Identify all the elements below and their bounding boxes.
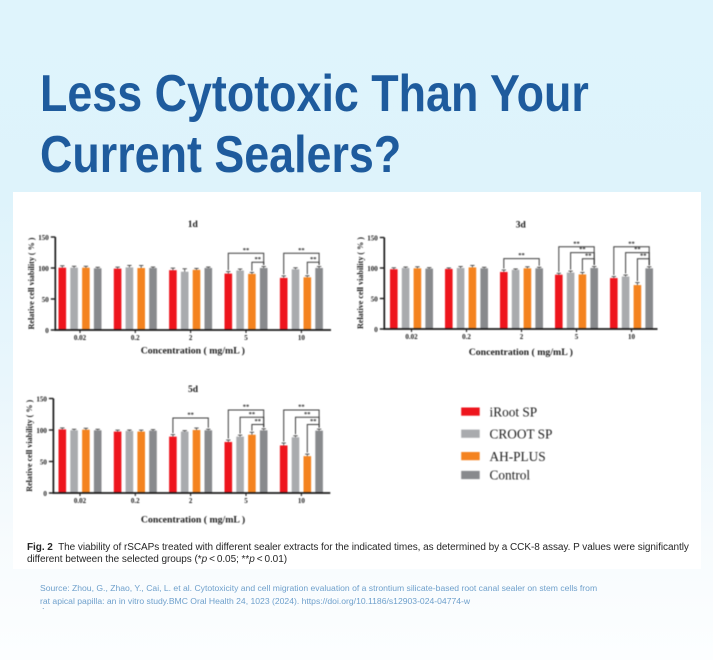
svg-text:**: ** [640,252,647,259]
svg-text:50: 50 [371,295,379,303]
svg-text:iRoot SP: iRoot SP [490,404,538,419]
svg-text:**: ** [310,418,317,425]
svg-text:**: ** [243,247,250,254]
svg-text:0.02: 0.02 [74,497,87,505]
svg-text:**: ** [573,240,580,247]
svg-text:Relative cell viability ( % ): Relative cell viability ( % ) [27,237,36,329]
svg-text:**: ** [304,411,311,418]
svg-text:**: ** [585,252,592,259]
svg-text:0.2: 0.2 [131,334,140,342]
svg-text:0: 0 [374,326,378,334]
svg-text:**: ** [518,252,525,259]
svg-text:**: ** [310,256,317,263]
svg-text:0.02: 0.02 [74,334,87,342]
svg-text:**: ** [298,404,305,411]
svg-text:2: 2 [189,334,193,342]
svg-text:**: ** [298,247,305,254]
svg-text:3d: 3d [516,221,527,231]
svg-text:0.2: 0.2 [462,333,471,341]
svg-text:**: ** [628,240,635,247]
svg-text:Relative cell viability ( % ): Relative cell viability ( % ) [25,400,34,492]
svg-text:5: 5 [244,334,248,342]
svg-text:**: ** [187,412,194,419]
svg-text:0: 0 [45,327,49,335]
svg-text:5d: 5d [188,385,199,395]
svg-text:AH-PLUS: AH-PLUS [490,449,546,464]
svg-text:Relative cell viability ( % ): Relative cell viability ( % ) [356,237,365,329]
svg-text:5: 5 [244,497,248,505]
svg-text:0.2: 0.2 [131,497,140,505]
svg-text:0: 0 [43,490,47,498]
svg-text:**: ** [634,246,641,253]
svg-text:CROOT SP: CROOT SP [490,426,553,441]
svg-text:**: ** [243,404,250,411]
svg-text:10: 10 [628,333,636,341]
svg-text:**: ** [255,418,262,425]
svg-text:10: 10 [298,334,306,342]
svg-text:2: 2 [520,333,524,341]
svg-text:100: 100 [36,427,47,435]
svg-text:**: ** [255,256,262,263]
svg-text:2: 2 [189,497,193,505]
svg-text:5: 5 [575,333,579,341]
svg-text:Control: Control [490,468,531,483]
svg-text:1d: 1d [188,220,199,230]
svg-text:0.02: 0.02 [405,333,418,341]
svg-text:150: 150 [36,395,47,403]
svg-text:**: ** [249,411,256,418]
svg-text:**: ** [579,246,586,253]
svg-text:50: 50 [40,458,48,466]
svg-text:100: 100 [367,265,378,273]
svg-text:150: 150 [367,234,378,242]
svg-text:Concentration ( mg/mL ): Concentration ( mg/mL ) [469,347,573,358]
svg-text:100: 100 [38,265,49,273]
svg-text:10: 10 [298,497,306,505]
svg-text:Concentration ( mg/mL ): Concentration ( mg/mL ) [141,346,245,357]
svg-text:150: 150 [38,234,49,242]
svg-text:Concentration ( mg/mL ): Concentration ( mg/mL ) [141,515,245,526]
svg-text:50: 50 [42,296,50,304]
